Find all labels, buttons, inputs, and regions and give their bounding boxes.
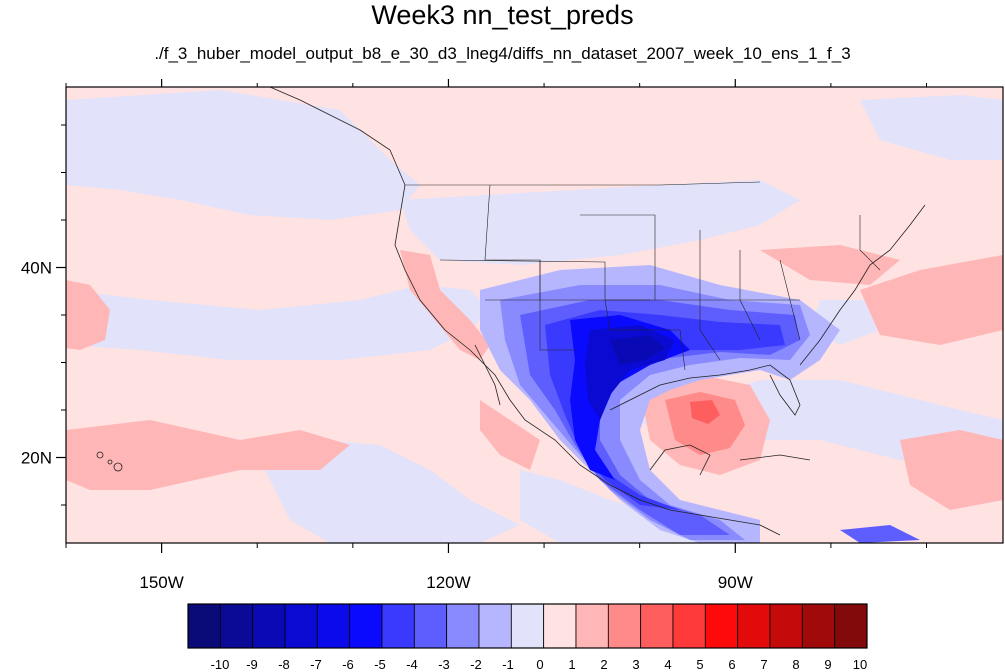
coastlines xyxy=(269,87,926,536)
colorbar-swatch xyxy=(284,603,318,649)
colorbar-swatch xyxy=(187,603,221,649)
colorbar-swatch xyxy=(543,603,577,649)
colorbar-label: -7 xyxy=(310,657,322,672)
colorbar-label: 6 xyxy=(728,657,735,672)
colorbar-swatch xyxy=(769,603,803,649)
lon-tick-label: 90W xyxy=(718,573,753,592)
colorbar-swatch xyxy=(672,603,706,649)
colorbar-label: -2 xyxy=(470,657,482,672)
hawaii-islands xyxy=(96,451,123,472)
colorbar-label: -9 xyxy=(246,657,258,672)
colorbar-swatch xyxy=(381,603,415,649)
colorbar-swatch xyxy=(607,603,642,649)
colorbar-label: 4 xyxy=(664,657,671,672)
colorbar-swatch xyxy=(349,603,383,649)
colorbar-swatch xyxy=(640,603,674,649)
colorbar-swatch xyxy=(478,603,512,649)
map-subtitle: ./f_3_huber_model_output_b8_e_30_d3_lneg… xyxy=(154,44,851,63)
latitude-axis: 40N 20N xyxy=(21,124,66,506)
colorbar-label: -5 xyxy=(374,657,386,672)
colorbar-label: 0 xyxy=(536,657,543,672)
colorbar-swatch xyxy=(510,603,545,649)
lon-tick-label: 150W xyxy=(139,573,183,592)
colorbar-label: 7 xyxy=(760,657,767,672)
colorbar-label: -4 xyxy=(406,657,418,672)
state-borders xyxy=(405,181,881,371)
colorbar-label: 3 xyxy=(632,657,639,672)
colorbar-label: -6 xyxy=(342,657,354,672)
colorbar: -10 -9 -8 -7 -6 -5 -4 -3 -2 -1 0 1 2 3 4 5 6 7 8 9 10 xyxy=(187,603,868,672)
lat-tick-label: 20N xyxy=(21,449,52,468)
colorbar-label: 8 xyxy=(792,657,799,672)
colorbar-swatch xyxy=(704,603,739,649)
colorbar-label: 5 xyxy=(696,657,703,672)
contour-light-red xyxy=(66,245,1003,510)
colorbar-swatch xyxy=(834,603,868,649)
colorbar-swatch xyxy=(413,603,448,649)
map-title: Week3 nn_test_preds xyxy=(371,0,634,30)
colorbar-swatch xyxy=(737,603,771,649)
longitude-axis: 150W 120W 90W xyxy=(65,79,928,592)
colorbar-swatch xyxy=(446,603,480,649)
lon-tick-label: 120W xyxy=(426,573,470,592)
lat-tick-label: 40N xyxy=(21,259,52,278)
colorbar-label: 1 xyxy=(568,657,575,672)
colorbar-label: 10 xyxy=(853,657,867,672)
contour-blue-anomaly xyxy=(480,265,920,543)
colorbar-swatch xyxy=(252,603,286,649)
colorbar-label: 9 xyxy=(824,657,831,672)
colorbar-swatch xyxy=(575,603,609,649)
colorbar-label: -3 xyxy=(438,657,450,672)
colorbar-label: -1 xyxy=(502,657,514,672)
colorbar-label: -8 xyxy=(278,657,290,672)
map-plot-area xyxy=(66,87,1003,543)
colorbar-label: -10 xyxy=(211,657,230,672)
colorbar-swatch xyxy=(219,603,254,649)
colorbar-label: 2 xyxy=(600,657,607,672)
colorbar-swatch xyxy=(801,603,836,649)
colorbar-frame xyxy=(187,603,868,649)
contour-gulf-red xyxy=(640,375,770,475)
colorbar-swatch xyxy=(316,603,351,649)
